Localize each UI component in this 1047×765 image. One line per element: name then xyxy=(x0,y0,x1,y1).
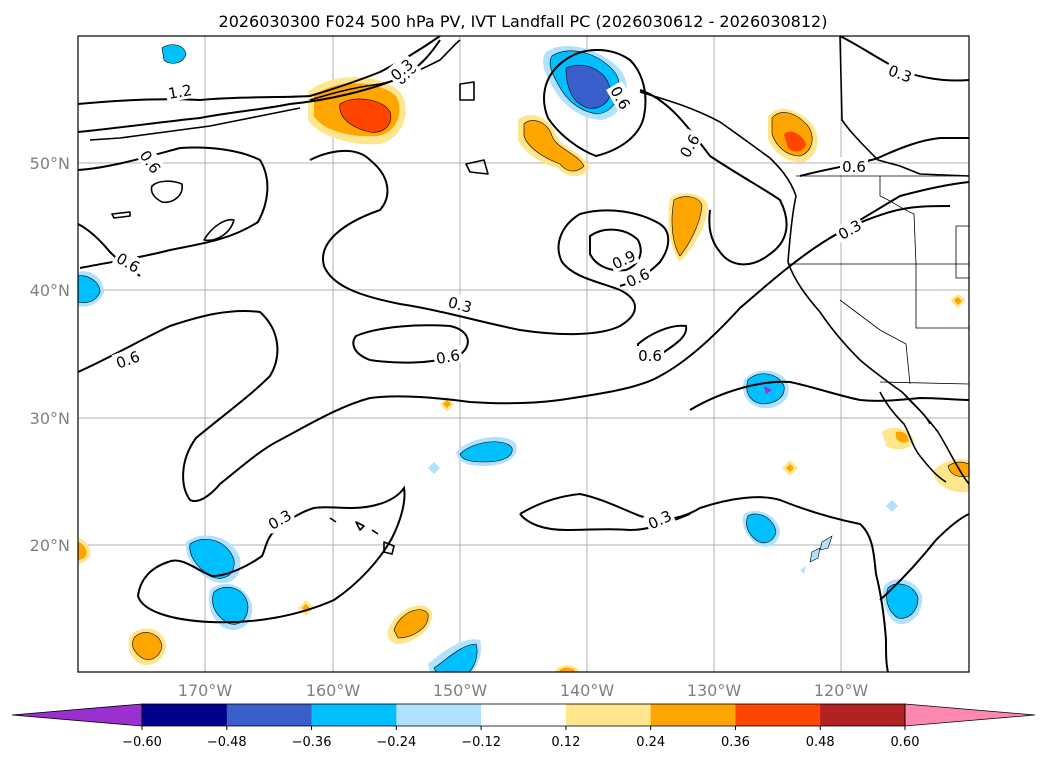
lon-tick-label: 160°W xyxy=(306,681,361,700)
colorbar-frame xyxy=(141,703,906,727)
lon-tick-labels: 170°W 160°W 150°W 140°W 130°W 120°W xyxy=(178,681,869,700)
contour-label: 0.6 xyxy=(638,347,662,365)
contour-0-3-n xyxy=(689,380,970,411)
colorbar-bin xyxy=(650,704,736,726)
colorbar-tick-label: −0.48 xyxy=(207,735,247,750)
map-panel: 1.20.60.60.60.60.30.60.90.60.60.60.30.30… xyxy=(77,35,970,673)
contour-label-bg xyxy=(607,245,641,274)
colorbar-bin xyxy=(311,704,397,726)
contour-0-3-sw2 xyxy=(879,513,970,601)
contour-label-bg xyxy=(432,344,464,368)
contour-label-bg xyxy=(164,79,196,103)
contour-0-3-east xyxy=(519,492,889,673)
contour-label-bg xyxy=(262,504,297,534)
contour-label-bg xyxy=(135,144,167,179)
colorbar-bin xyxy=(396,704,482,726)
colorbar-tick-label: −0.12 xyxy=(461,735,501,750)
contour-0-6-aleutian xyxy=(77,146,269,269)
colorbar-bin xyxy=(820,704,906,726)
colorbar-bin xyxy=(481,704,567,726)
colorbar-bin xyxy=(565,704,652,726)
colorbar-tick-label: 0.36 xyxy=(721,735,750,750)
contour-label-bg xyxy=(444,291,477,317)
colorbar-extend-min xyxy=(11,703,143,727)
contour-label: 1.2 xyxy=(167,81,194,103)
contour-label-bg xyxy=(643,505,677,534)
contour-0-3-south xyxy=(136,485,406,624)
colorbar-tick-label: 0.24 xyxy=(636,735,665,750)
contour-label: 0.3 xyxy=(446,293,474,317)
contour-0-6-gulf xyxy=(543,49,647,158)
colorbar-bin xyxy=(735,704,821,726)
lat-tick-label: 30°N xyxy=(30,409,70,428)
contour-label-bg xyxy=(111,247,146,277)
contour-0-6-east xyxy=(799,137,969,177)
contour-label-bg xyxy=(832,214,867,244)
contour-label: 0.6 xyxy=(842,158,866,176)
lon-tick-label: 170°W xyxy=(178,681,233,700)
political-borders xyxy=(788,175,970,385)
contour-label-bg xyxy=(840,157,868,175)
contour-label-bg xyxy=(636,346,664,364)
lon-tick-label: 130°W xyxy=(687,681,742,700)
lat-tick-label: 50°N xyxy=(30,154,70,173)
contour-label-bg xyxy=(111,345,144,373)
colorbar-tick-label: −0.60 xyxy=(122,735,162,750)
contour-label-bg xyxy=(674,128,704,163)
colorbar-tick-label: 0.60 xyxy=(891,735,920,750)
lat-tick-labels: 50°N 40°N 30°N 20°N xyxy=(30,154,70,555)
lon-tick-label: 120°W xyxy=(814,681,869,700)
contour-label-bg xyxy=(606,80,636,115)
colorbar-tick-label: −0.36 xyxy=(292,735,332,750)
coastlines xyxy=(89,35,970,555)
contour-label: 0.6 xyxy=(435,346,462,368)
lat-tick-label: 40°N xyxy=(30,281,70,300)
contour-label-bg xyxy=(884,59,917,87)
contour-label-bg xyxy=(621,263,655,292)
colorbar-tick-label: 0.48 xyxy=(806,735,835,750)
lat-tick-label: 20°N xyxy=(30,536,70,555)
lon-tick-label: 150°W xyxy=(433,681,488,700)
contour-label-bg xyxy=(384,53,418,86)
contour-0-3-mid xyxy=(309,149,670,336)
colorbar: −0.60 −0.48 −0.36 −0.24 −0.12 0.12 0.24 0.36 0.4… xyxy=(11,703,1036,750)
colorbar-bin xyxy=(226,704,313,726)
contour-0-6-sw xyxy=(77,181,970,502)
lon-tick-label: 140°W xyxy=(560,681,615,700)
colorbar-extend-max xyxy=(904,703,1036,727)
colorbar-bin xyxy=(142,704,228,726)
map-frame xyxy=(77,35,970,673)
colorbar-tick-label: 0.12 xyxy=(551,735,580,750)
contour-labels: 1.20.60.60.60.60.30.60.90.60.60.60.30.30… xyxy=(111,53,917,534)
colorbar-tick-label: −0.24 xyxy=(376,735,416,750)
chart-title: 2026030300 F024 500 hPa PV, IVT Landfall… xyxy=(219,12,828,31)
